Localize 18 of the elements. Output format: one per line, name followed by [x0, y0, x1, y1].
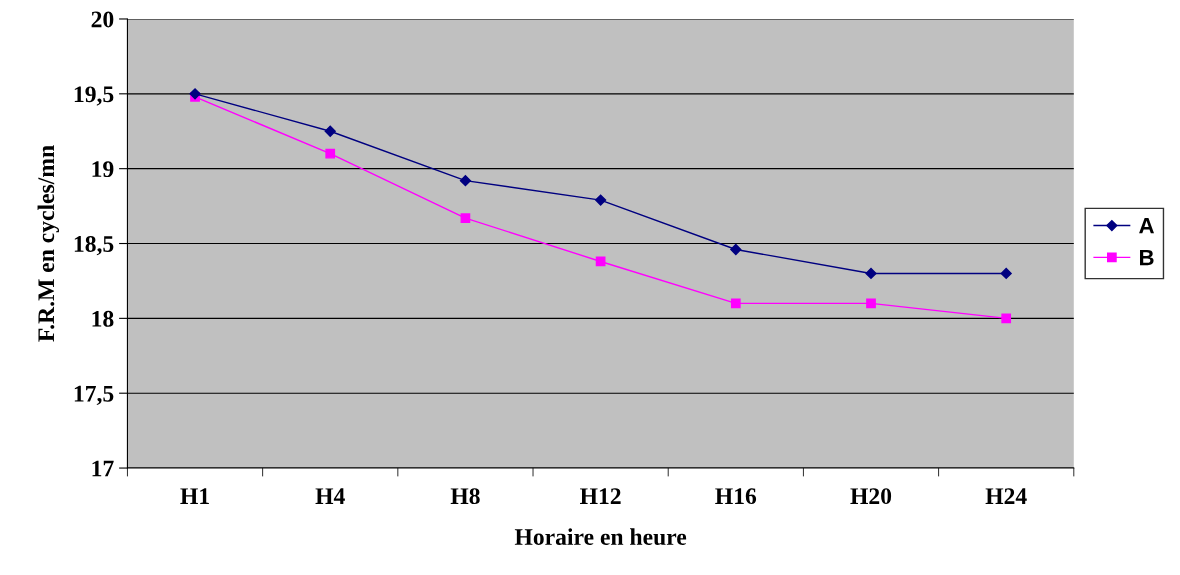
x-tick-label: H4 [315, 488, 345, 504]
y-tick-label: 20 [91, 11, 114, 28]
legend-label: B [1140, 249, 1154, 266]
y-axis-title: F.R.M en cycles/mn [37, 145, 60, 342]
y-tick-label: 19,5 [74, 86, 114, 106]
x-tick-label: H20 [850, 488, 892, 505]
legend-label: A [1139, 218, 1154, 234]
y-tick-label: 19 [92, 161, 114, 178]
x-axis-title: Horaire en heure [514, 528, 687, 546]
x-tick-label: H16 [715, 488, 757, 505]
y-tick-label: 17 [92, 460, 114, 477]
x-tick-label: H12 [580, 488, 621, 504]
x-tick-label: H24 [985, 488, 1027, 504]
x-tick-label: H8 [450, 488, 480, 505]
y-tick-label: 17,5 [74, 385, 114, 406]
y-tick-label: 18,5 [74, 236, 114, 256]
x-tick-label: H1 [180, 488, 209, 504]
y-tick-label: 18 [92, 310, 114, 327]
